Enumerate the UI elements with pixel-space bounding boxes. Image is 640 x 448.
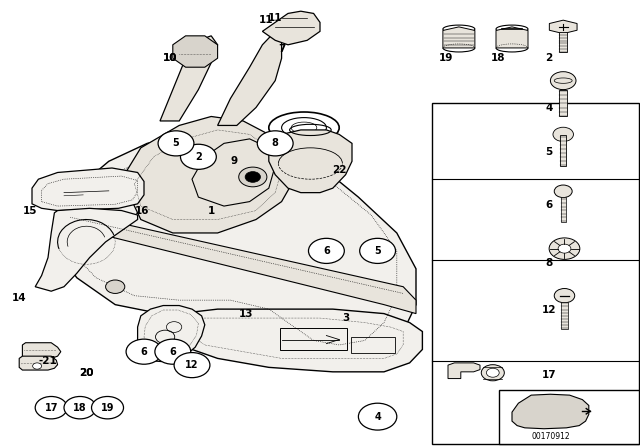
Text: 20: 20 xyxy=(79,368,93,378)
Polygon shape xyxy=(560,135,566,166)
Text: 10: 10 xyxy=(163,53,177,63)
Text: 22: 22 xyxy=(332,165,346,175)
Circle shape xyxy=(360,238,396,263)
Circle shape xyxy=(64,396,96,419)
Text: 12: 12 xyxy=(542,305,556,315)
Text: 20: 20 xyxy=(79,368,93,378)
Text: 19: 19 xyxy=(439,53,453,63)
FancyBboxPatch shape xyxy=(432,103,639,444)
Text: 19: 19 xyxy=(100,403,115,413)
Text: 10: 10 xyxy=(163,53,177,63)
Polygon shape xyxy=(561,302,568,329)
Circle shape xyxy=(554,289,575,303)
Circle shape xyxy=(554,185,572,198)
Circle shape xyxy=(481,365,504,381)
Text: 17: 17 xyxy=(542,370,556,380)
Circle shape xyxy=(174,353,210,378)
Circle shape xyxy=(486,368,499,377)
Text: 15: 15 xyxy=(23,206,37,215)
Polygon shape xyxy=(35,208,138,291)
Text: 18: 18 xyxy=(492,53,506,63)
Text: 2: 2 xyxy=(545,53,553,63)
Text: -21: -21 xyxy=(38,356,58,366)
Circle shape xyxy=(550,72,576,90)
Polygon shape xyxy=(173,36,218,67)
Text: 3: 3 xyxy=(342,313,349,323)
Circle shape xyxy=(308,238,344,263)
Polygon shape xyxy=(218,31,282,125)
Polygon shape xyxy=(443,27,475,48)
Circle shape xyxy=(257,131,293,156)
Polygon shape xyxy=(559,32,567,52)
Circle shape xyxy=(549,238,580,259)
Circle shape xyxy=(553,127,573,142)
Polygon shape xyxy=(122,116,294,233)
Polygon shape xyxy=(138,306,205,362)
Text: 00170912: 00170912 xyxy=(531,432,570,441)
Polygon shape xyxy=(561,197,566,222)
Text: 8: 8 xyxy=(545,258,553,268)
Text: 5: 5 xyxy=(374,246,381,256)
Text: 11: 11 xyxy=(259,15,273,25)
Polygon shape xyxy=(179,309,422,372)
Polygon shape xyxy=(19,356,58,370)
Polygon shape xyxy=(262,11,320,45)
Circle shape xyxy=(126,339,162,364)
Circle shape xyxy=(358,403,397,430)
Text: 11: 11 xyxy=(268,13,282,23)
Circle shape xyxy=(35,396,67,419)
Text: 6: 6 xyxy=(170,347,176,357)
Text: 18: 18 xyxy=(73,403,87,413)
Circle shape xyxy=(92,396,124,419)
Polygon shape xyxy=(22,343,61,358)
Text: 6: 6 xyxy=(545,200,553,210)
Text: 7: 7 xyxy=(278,44,285,54)
Circle shape xyxy=(158,131,194,156)
Circle shape xyxy=(239,167,267,187)
Polygon shape xyxy=(160,36,218,121)
Circle shape xyxy=(155,339,191,364)
Text: 17: 17 xyxy=(44,403,58,413)
Circle shape xyxy=(106,280,125,293)
Text: 1: 1 xyxy=(207,206,215,215)
Text: 14: 14 xyxy=(12,293,26,303)
Text: 6: 6 xyxy=(323,246,330,256)
FancyBboxPatch shape xyxy=(499,390,639,444)
Polygon shape xyxy=(496,27,528,48)
Text: 12: 12 xyxy=(185,360,199,370)
Circle shape xyxy=(558,244,571,253)
Text: 13: 13 xyxy=(239,309,253,319)
Text: 5: 5 xyxy=(545,147,553,157)
Polygon shape xyxy=(64,211,416,314)
Polygon shape xyxy=(32,168,144,211)
Text: 4: 4 xyxy=(374,412,381,422)
Text: 6: 6 xyxy=(141,347,147,357)
Polygon shape xyxy=(448,363,480,379)
Polygon shape xyxy=(192,139,275,206)
Text: 4: 4 xyxy=(545,103,553,113)
Polygon shape xyxy=(549,20,577,34)
Circle shape xyxy=(180,144,216,169)
Text: 5: 5 xyxy=(173,138,179,148)
Polygon shape xyxy=(512,394,589,429)
Polygon shape xyxy=(559,90,567,116)
Circle shape xyxy=(33,363,42,369)
Text: 8: 8 xyxy=(272,138,278,148)
Polygon shape xyxy=(269,130,352,193)
Polygon shape xyxy=(58,134,416,358)
Text: 9: 9 xyxy=(230,156,237,166)
Text: 16: 16 xyxy=(135,206,149,215)
Text: 2: 2 xyxy=(195,152,202,162)
Circle shape xyxy=(245,172,260,182)
